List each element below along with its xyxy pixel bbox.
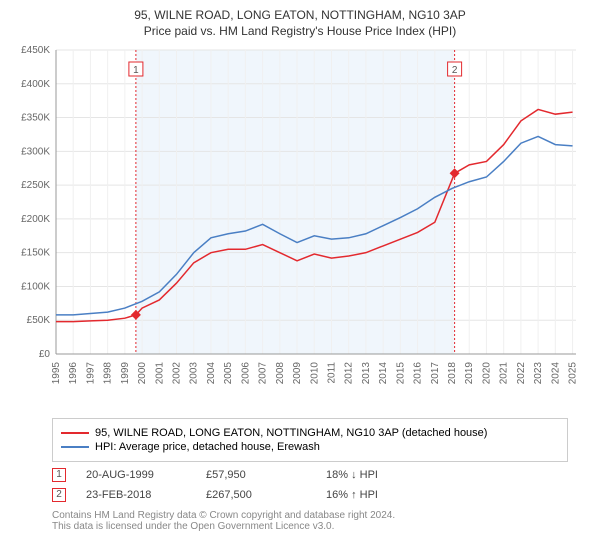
svg-text:£0: £0: [39, 349, 51, 360]
chart-area: £0 £50K £100K £150K £200K £250K £300K £350K £400…: [8, 44, 592, 412]
svg-text:2020: 2020: [481, 362, 492, 385]
svg-text:2025: 2025: [568, 362, 579, 385]
svg-text:2015: 2015: [395, 362, 406, 385]
footer: Contains HM Land Registry data © Crown c…: [52, 510, 568, 532]
marker-row: 1 20-AUG-1999 £57,950 18% ↓ HPI: [52, 468, 568, 482]
svg-text:2002: 2002: [172, 362, 183, 385]
marker-date: 23-FEB-2018: [86, 489, 186, 501]
svg-text:£350K: £350K: [21, 113, 50, 124]
svg-text:£50K: £50K: [27, 315, 51, 326]
svg-text:2022: 2022: [516, 362, 527, 385]
legend-swatch: [61, 446, 89, 448]
svg-text:2005: 2005: [223, 362, 234, 385]
legend-row: 95, WILNE ROAD, LONG EATON, NOTTINGHAM, …: [61, 427, 559, 439]
legend-row: HPI: Average price, detached house, Erew…: [61, 441, 559, 453]
svg-text:£400K: £400K: [21, 79, 50, 90]
svg-text:2007: 2007: [258, 362, 269, 385]
svg-text:2024: 2024: [550, 362, 561, 385]
svg-text:£150K: £150K: [21, 248, 50, 259]
marker-table: 1 20-AUG-1999 £57,950 18% ↓ HPI 2 23-FEB-2018…: [8, 468, 592, 502]
svg-text:2017: 2017: [430, 362, 441, 385]
marker-id-box: 1: [52, 468, 66, 482]
svg-text:2008: 2008: [275, 362, 286, 385]
footer-line-2: This data is licensed under the Open Gov…: [52, 521, 568, 532]
svg-text:2010: 2010: [309, 362, 320, 385]
svg-text:1996: 1996: [68, 362, 79, 385]
svg-text:2000: 2000: [137, 362, 148, 385]
svg-text:2003: 2003: [189, 362, 200, 385]
marker-row: 2 23-FEB-2018 £267,500 16% ↑ HPI: [52, 488, 568, 502]
marker-delta: 18% ↓ HPI: [326, 469, 426, 481]
svg-text:1: 1: [133, 65, 139, 76]
svg-text:1998: 1998: [103, 362, 114, 385]
legend-swatch: [61, 432, 89, 434]
svg-text:2004: 2004: [206, 362, 217, 385]
svg-text:2016: 2016: [413, 362, 424, 385]
chart-subtitle: Price paid vs. HM Land Registry's House …: [8, 24, 592, 38]
svg-text:1997: 1997: [85, 362, 96, 385]
legend-label: 95, WILNE ROAD, LONG EATON, NOTTINGHAM, …: [95, 427, 487, 439]
svg-text:1999: 1999: [120, 362, 131, 385]
svg-text:£250K: £250K: [21, 180, 50, 191]
svg-text:2006: 2006: [240, 362, 251, 385]
svg-text:2021: 2021: [499, 362, 510, 385]
line-chart: £0 £50K £100K £150K £200K £250K £300K £350K £400…: [8, 44, 592, 412]
marker-id-box: 2: [52, 488, 66, 502]
svg-text:2011: 2011: [326, 362, 337, 384]
chart-title: 95, WILNE ROAD, LONG EATON, NOTTINGHAM, …: [8, 8, 592, 22]
marker-delta: 16% ↑ HPI: [326, 489, 426, 501]
svg-text:2018: 2018: [447, 362, 458, 385]
svg-text:2013: 2013: [361, 362, 372, 385]
svg-text:£300K: £300K: [21, 146, 50, 157]
svg-text:2012: 2012: [344, 362, 355, 385]
marker-price: £267,500: [206, 489, 306, 501]
title-block: 95, WILNE ROAD, LONG EATON, NOTTINGHAM, …: [8, 8, 592, 38]
svg-text:2001: 2001: [154, 362, 165, 385]
svg-text:1995: 1995: [51, 362, 62, 385]
svg-text:£100K: £100K: [21, 281, 50, 292]
svg-text:2019: 2019: [464, 362, 475, 385]
svg-text:2014: 2014: [378, 362, 389, 385]
svg-text:2: 2: [452, 65, 458, 76]
footer-line-1: Contains HM Land Registry data © Crown c…: [52, 510, 568, 521]
marker-date: 20-AUG-1999: [86, 469, 186, 481]
svg-text:2023: 2023: [533, 362, 544, 385]
svg-text:£450K: £450K: [21, 45, 50, 56]
svg-text:2009: 2009: [292, 362, 303, 385]
marker-price: £57,950: [206, 469, 306, 481]
legend-label: HPI: Average price, detached house, Erew…: [95, 441, 320, 453]
svg-text:£200K: £200K: [21, 214, 50, 225]
legend: 95, WILNE ROAD, LONG EATON, NOTTINGHAM, …: [52, 418, 568, 462]
